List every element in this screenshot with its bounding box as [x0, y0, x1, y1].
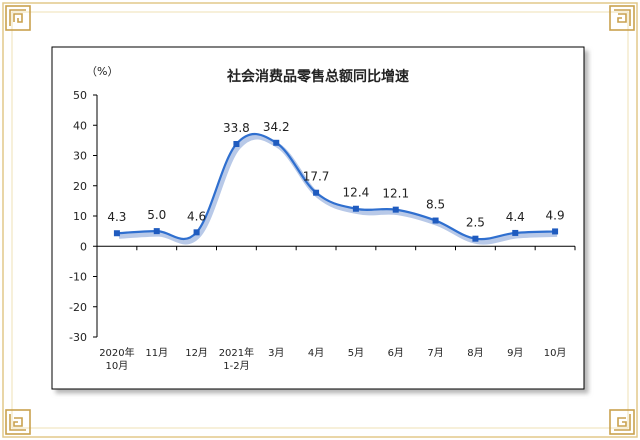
- data-point: [193, 229, 200, 236]
- y-tick-label: -10: [69, 271, 87, 284]
- series-retail-sales-growth: [113, 132, 559, 245]
- corner-ornament-top-right: [609, 5, 635, 31]
- data-label: 4.4: [506, 210, 525, 224]
- data-label: 8.5: [426, 198, 445, 212]
- data-point: [352, 205, 359, 212]
- y-tick-label: 50: [73, 89, 87, 102]
- data-label: 12.1: [382, 187, 409, 201]
- x-tick-label: 5月: [348, 347, 364, 359]
- x-tick-label: 7月: [427, 347, 443, 359]
- corner-ornament-bottom-left: [5, 409, 31, 435]
- data-labels: 4.3 5.0 4.6 33.8 34.2 17.7 12.4 12.1 8.5 2.5 4.4 4.…: [107, 120, 564, 230]
- y-tick-label: -20: [69, 301, 87, 314]
- data-label: 17.7: [303, 170, 330, 184]
- x-tick-label: 1-2月: [223, 360, 249, 372]
- data-label: 2.5: [466, 216, 485, 230]
- y-axis: 50 40 30 20 10 0 -10 -20 -30: [69, 89, 98, 344]
- y-tick-label: -30: [69, 331, 87, 344]
- data-point: [153, 228, 160, 235]
- x-tick-label: 12月: [185, 347, 208, 359]
- data-point: [233, 141, 240, 148]
- data-point: [273, 139, 280, 146]
- x-tick-label: 9月: [507, 347, 523, 359]
- x-tick-label: 2021年: [219, 346, 254, 359]
- data-point: [113, 230, 120, 237]
- x-tick-label: 10月: [544, 347, 567, 359]
- data-point: [552, 228, 559, 235]
- x-tick-label: 11月: [145, 347, 168, 359]
- chart-title: 社会消费品零售总额同比增速: [226, 68, 409, 85]
- frame-inner-border: [11, 11, 629, 429]
- y-unit-label: （%）: [86, 65, 118, 78]
- x-tick-label: 10月: [106, 360, 129, 372]
- y-tick-label: 30: [73, 150, 87, 163]
- data-label: 12.4: [343, 186, 370, 200]
- data-point: [512, 229, 519, 236]
- data-label: 34.2: [263, 120, 290, 134]
- data-label: 4.3: [107, 210, 126, 224]
- corner-ornament-top-left: [5, 5, 31, 31]
- data-label: 5.0: [147, 208, 166, 222]
- chart-panel: [51, 46, 585, 390]
- corner-ornament-bottom-right: [609, 409, 635, 435]
- data-point: [392, 206, 399, 213]
- data-label: 33.8: [223, 121, 250, 135]
- data-point: [313, 189, 320, 196]
- y-tick-label: 40: [73, 119, 87, 132]
- data-label: 4.9: [546, 208, 565, 222]
- data-point: [432, 217, 439, 224]
- x-tick-label: 8月: [467, 347, 483, 359]
- x-tick-label: 6月: [388, 347, 404, 359]
- x-tick-label: 3月: [268, 347, 284, 359]
- series-line-shadow: [118, 134, 558, 245]
- y-tick-label: 0: [80, 240, 87, 253]
- data-point: [472, 235, 479, 242]
- x-tick-label: 4月: [308, 347, 324, 359]
- y-tick-label: 20: [73, 180, 87, 193]
- x-tick-label: 2020年: [99, 346, 134, 359]
- y-tick-label: 10: [73, 210, 87, 223]
- data-label: 4.6: [187, 209, 206, 223]
